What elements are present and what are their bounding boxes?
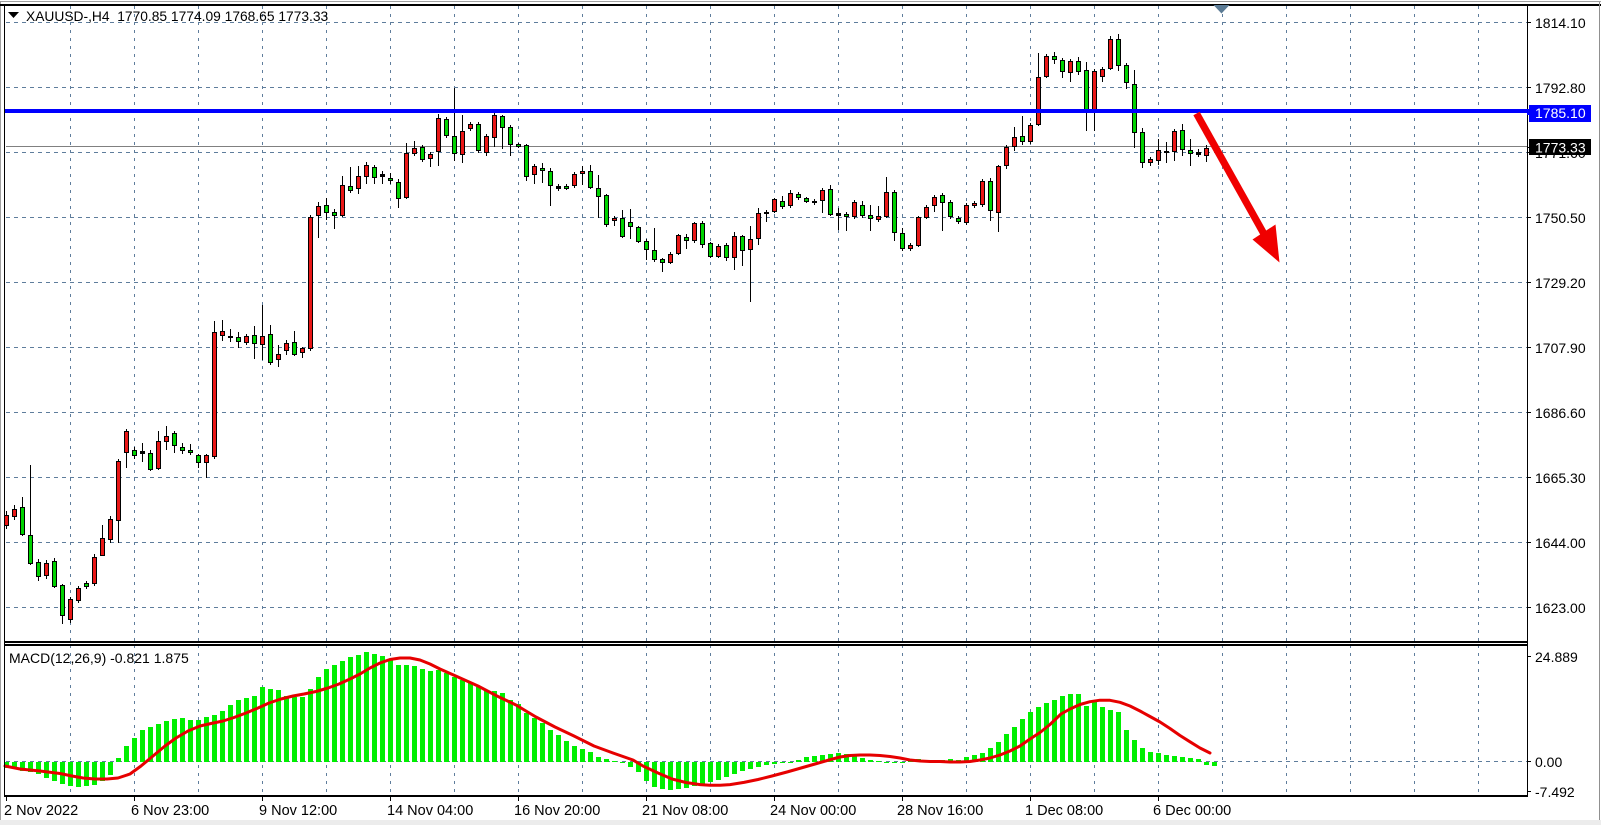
svg-text:1814.10: 1814.10: [1535, 15, 1586, 31]
svg-text:1 Dec 08:00: 1 Dec 08:00: [1025, 803, 1103, 819]
svg-text:21 Nov 08:00: 21 Nov 08:00: [642, 803, 728, 819]
svg-text:MACD(12,26,9) -0.821 1.875: MACD(12,26,9) -0.821 1.875: [9, 650, 189, 666]
svg-text:24.889: 24.889: [1535, 649, 1578, 665]
svg-text:XAUUSD-,H4 1770.85 1774.09 17: XAUUSD-,H4 1770.85 1774.09 1768.65 1773.…: [26, 9, 329, 24]
svg-text:-7.492: -7.492: [1535, 784, 1575, 800]
svg-text:0.00: 0.00: [1535, 754, 1562, 770]
svg-text:24 Nov 00:00: 24 Nov 00:00: [770, 803, 856, 819]
svg-text:1792.80: 1792.80: [1535, 80, 1586, 96]
svg-text:6 Dec 00:00: 6 Dec 00:00: [1153, 803, 1231, 819]
svg-text:1665.30: 1665.30: [1535, 470, 1586, 486]
svg-text:1644.00: 1644.00: [1535, 535, 1586, 551]
svg-text:1707.90: 1707.90: [1535, 340, 1586, 356]
svg-text:1750.50: 1750.50: [1535, 210, 1586, 226]
svg-text:1729.20: 1729.20: [1535, 275, 1586, 291]
svg-text:1623.00: 1623.00: [1535, 600, 1586, 616]
svg-text:16 Nov 20:00: 16 Nov 20:00: [514, 803, 600, 819]
svg-text:9 Nov 12:00: 9 Nov 12:00: [259, 803, 337, 819]
svg-text:6 Nov 23:00: 6 Nov 23:00: [131, 803, 209, 819]
svg-text:1686.60: 1686.60: [1535, 405, 1586, 421]
svg-text:14 Nov 04:00: 14 Nov 04:00: [387, 803, 473, 819]
svg-text:1785.10: 1785.10: [1535, 105, 1586, 121]
svg-text:1773.33: 1773.33: [1535, 140, 1586, 156]
svg-text:2 Nov 2022: 2 Nov 2022: [4, 803, 78, 819]
svg-text:28 Nov 16:00: 28 Nov 16:00: [897, 803, 983, 819]
